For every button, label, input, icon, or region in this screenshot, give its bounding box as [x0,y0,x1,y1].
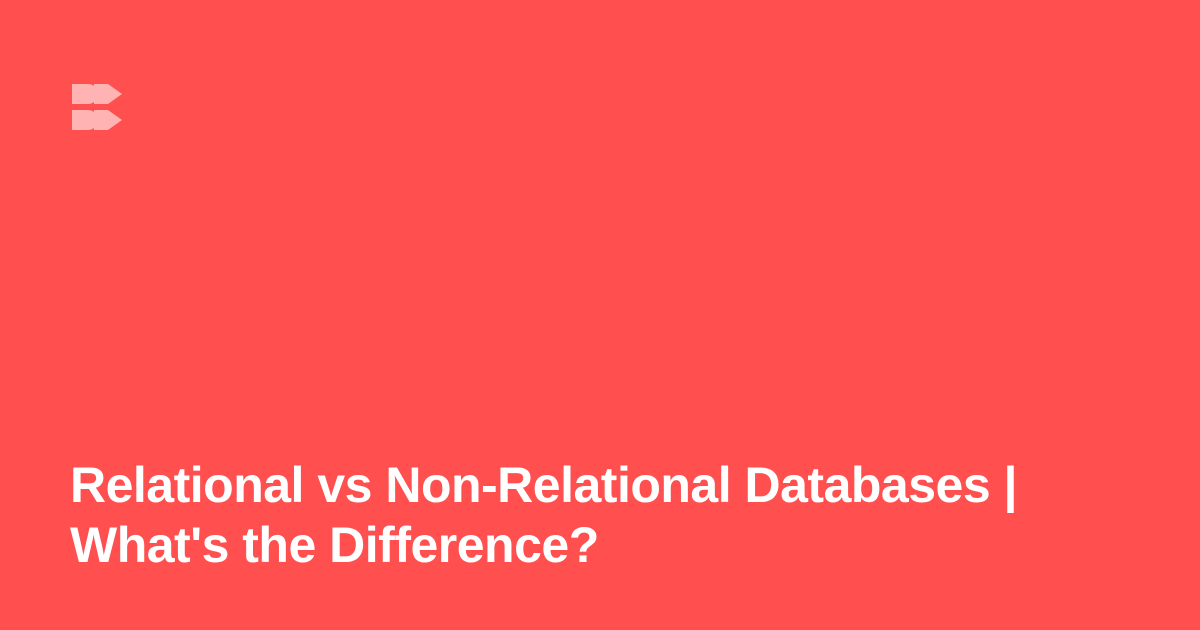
page-title-line-2: What's the Difference? [70,517,599,573]
brand-logo-icon [70,82,124,136]
page-title-line-1: Relational vs Non-Relational Databases | [70,457,1018,513]
page-title: Relational vs Non-Relational Databases |… [70,455,1150,575]
